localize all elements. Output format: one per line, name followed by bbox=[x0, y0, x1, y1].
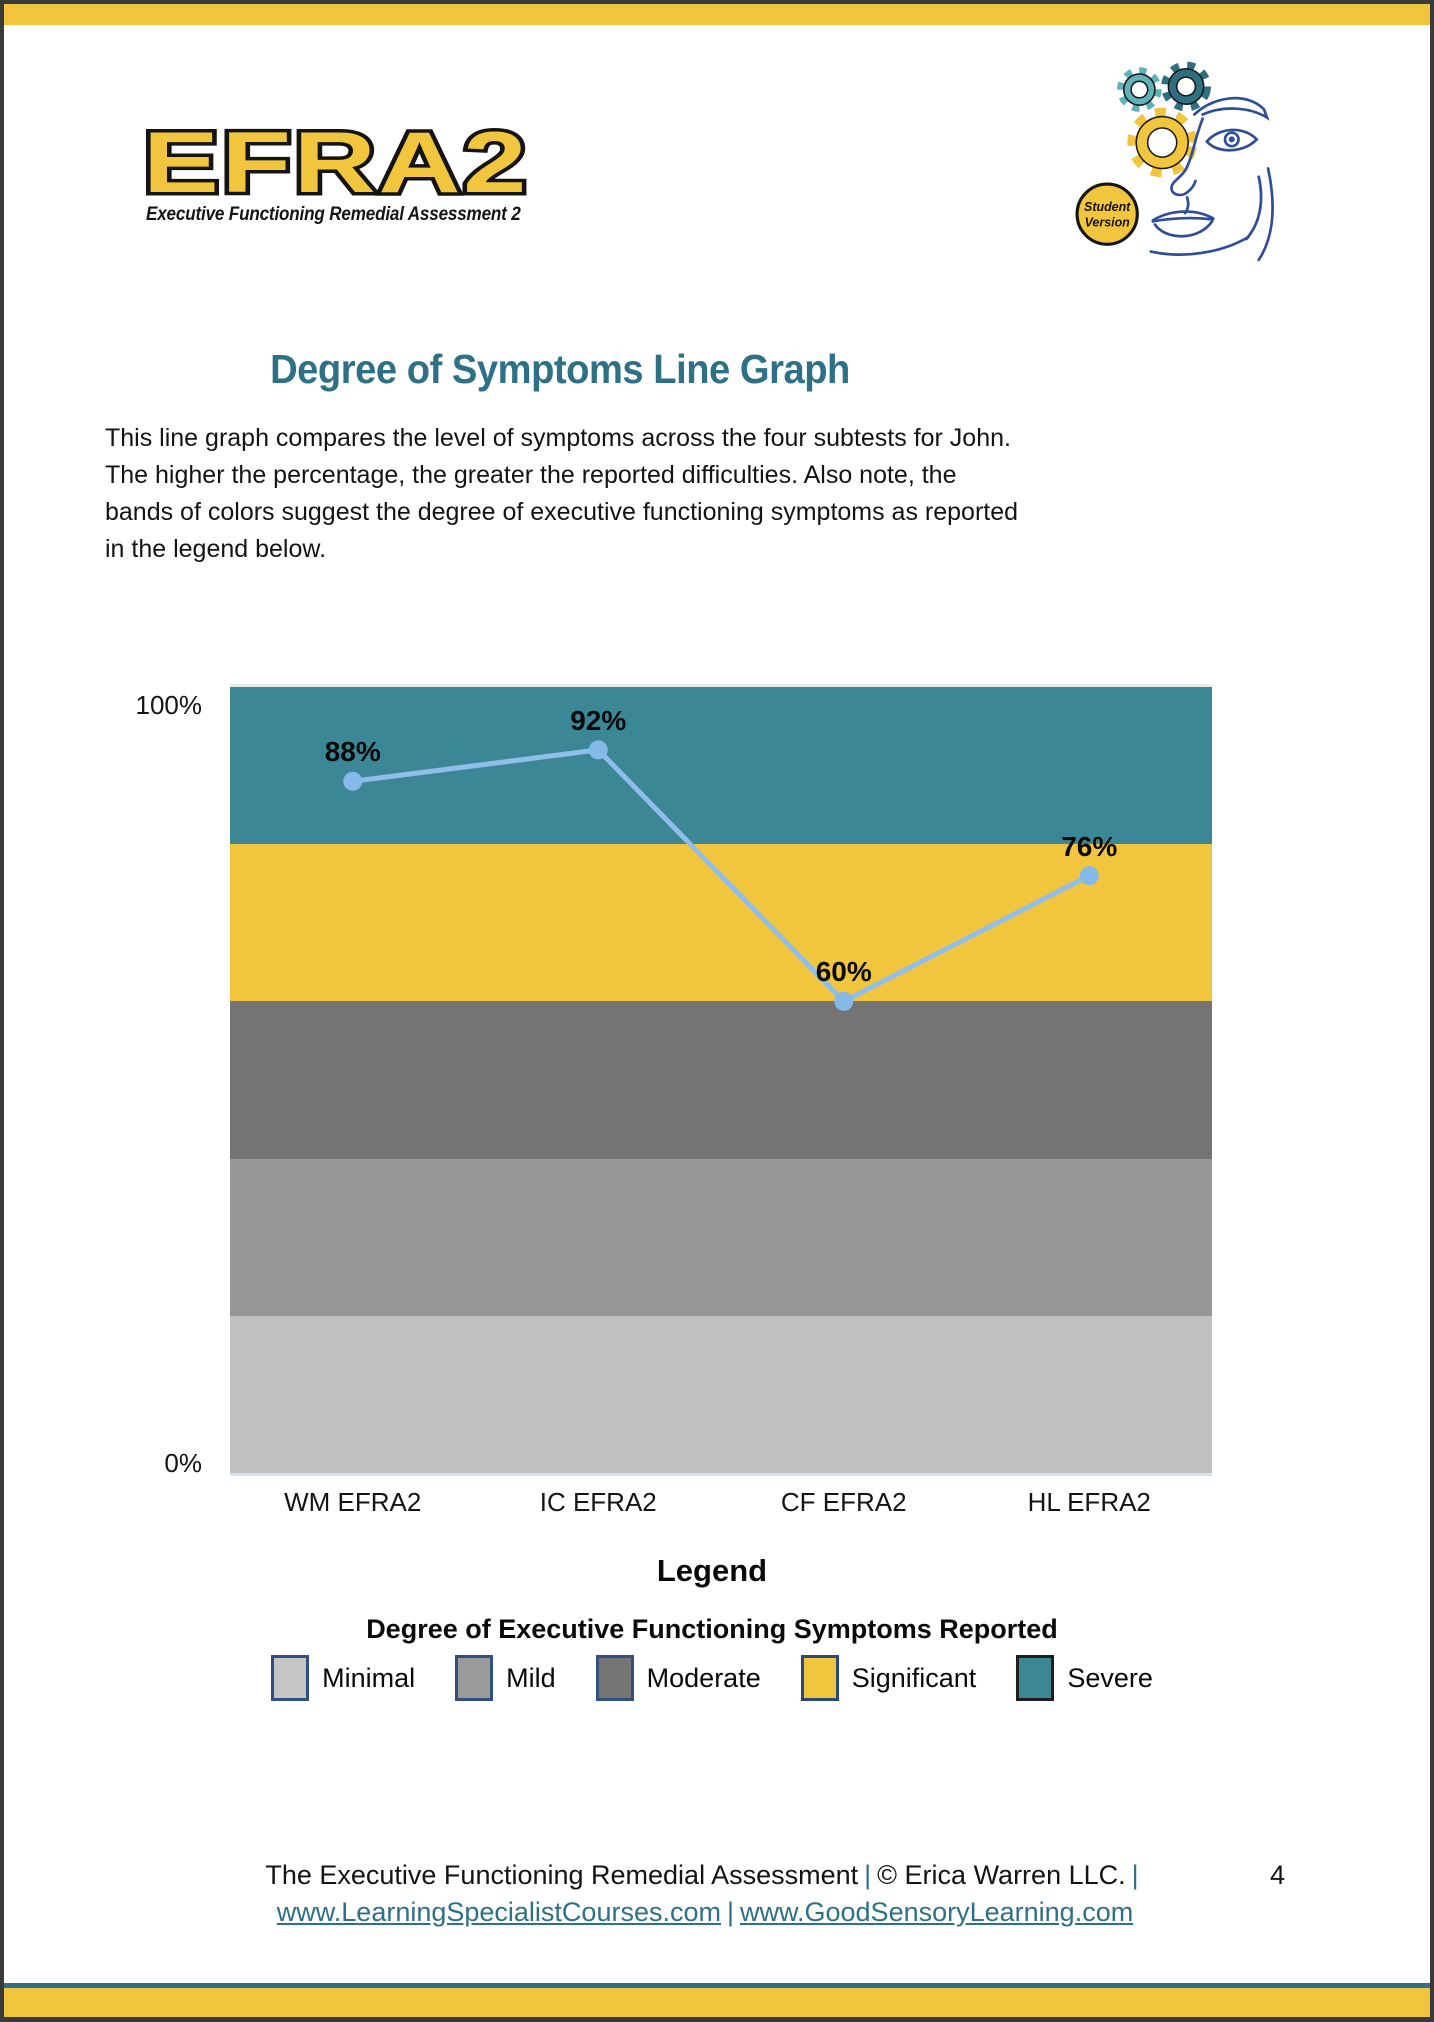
link-learning-specialist-courses[interactable]: www.LearningSpecialistCourses.com bbox=[276, 1897, 721, 1927]
footer-line1: The Executive Functioning Remedial Asses… bbox=[130, 1860, 1280, 1891]
page-title: Degree of Symptoms Line Graph bbox=[270, 346, 850, 392]
data-point-marker bbox=[343, 771, 363, 791]
page-number: 4 bbox=[1270, 1860, 1286, 1890]
legend-label-severe: Severe bbox=[1067, 1662, 1153, 1693]
band-moderate bbox=[230, 1001, 1212, 1159]
badge-line1: Student bbox=[1084, 200, 1131, 214]
intro-paragraph: This line graph compares the level of sy… bbox=[105, 424, 1019, 563]
data-label-cf: 60% bbox=[815, 956, 872, 988]
point-labels: 88% 92% 60% 76% bbox=[230, 687, 1212, 1473]
bottom-yellow-band bbox=[4, 1988, 1430, 2017]
data-point-marker bbox=[834, 991, 854, 1011]
gridline-0 bbox=[230, 1473, 1212, 1476]
gear-icon-yellow bbox=[1127, 107, 1197, 178]
gridline-100 bbox=[230, 684, 1212, 687]
legend-item-minimal: Minimal bbox=[271, 1655, 415, 1701]
legend-label-minimal: Minimal bbox=[322, 1662, 416, 1693]
legend-item-mild: Mild bbox=[455, 1655, 556, 1701]
frame-edge-left bbox=[0, 0, 4, 2022]
frame-edge-top bbox=[0, 0, 1434, 4]
legend-swatch-severe bbox=[1016, 1655, 1055, 1701]
legend-item-severe: Severe bbox=[1016, 1655, 1153, 1701]
data-label-ic: 92% bbox=[570, 704, 627, 736]
x-tick-wm: WM EFRA2 bbox=[284, 1487, 422, 1517]
frame-edge-right bbox=[1430, 0, 1434, 2022]
link-good-sensory-learning[interactable]: www.GoodSensoryLearning.com bbox=[740, 1897, 1134, 1927]
legend-subtitle: Degree of Executive Functioning Symptoms… bbox=[366, 1614, 1058, 1644]
data-point-marker bbox=[588, 740, 608, 760]
legend-title: Legend bbox=[656, 1553, 768, 1588]
data-label-wm: 88% bbox=[324, 736, 381, 768]
line-series bbox=[343, 740, 1099, 1011]
x-tick-hl: HL EFRA2 bbox=[1027, 1487, 1151, 1517]
footer-links: www.LearningSpecialistCourses.com | www.Go… bbox=[130, 1897, 1280, 1928]
legend-swatch-significant bbox=[800, 1655, 839, 1701]
efra2-logo-text: EFRA2 bbox=[143, 115, 529, 208]
legend-label-moderate: Moderate bbox=[646, 1662, 761, 1693]
band-mild bbox=[230, 1158, 1212, 1316]
efra2-logo: EFRA2 bbox=[140, 112, 531, 208]
band-severe bbox=[230, 687, 1212, 845]
band-significant bbox=[230, 844, 1212, 1002]
footer-separator: | bbox=[1131, 1860, 1139, 1890]
data-label-hl: 76% bbox=[1061, 830, 1118, 862]
face-line-art bbox=[1149, 96, 1274, 262]
plot-area: 88% 92% 60% 76% bbox=[230, 687, 1212, 1473]
legend-item-significant: Significant bbox=[800, 1655, 977, 1701]
efra2-logo-subtitle: Executive Functioning Remedial Assessmen… bbox=[146, 204, 521, 225]
data-point-marker bbox=[1079, 866, 1099, 886]
x-tick-cf: CF EFRA2 bbox=[780, 1487, 907, 1517]
legend-label-significant: Significant bbox=[851, 1662, 977, 1693]
footer-title: The Executive Functioning Remedial Asses… bbox=[265, 1860, 859, 1890]
y-axis-label-100: 100% bbox=[135, 690, 203, 720]
gear-icon-light-teal bbox=[1117, 67, 1162, 112]
legend-item-moderate: Moderate bbox=[595, 1655, 761, 1701]
bottom-teal-rule bbox=[4, 1983, 1430, 1988]
badge-line2: Version bbox=[1085, 216, 1131, 230]
brain-gears-logo: Student Version bbox=[1075, 61, 1274, 262]
legend-label-mild: Mild bbox=[506, 1662, 556, 1693]
x-tick-ic: IC EFRA2 bbox=[539, 1487, 657, 1517]
top-yellow-band bbox=[4, 4, 1430, 25]
legend-swatch-mild bbox=[455, 1655, 494, 1701]
footer-copyright: © Erica Warren LLC. bbox=[877, 1860, 1126, 1890]
footer-separator: | bbox=[864, 1860, 872, 1890]
legend-swatch-minimal bbox=[271, 1655, 310, 1701]
y-axis-label-0: 0% bbox=[164, 1448, 202, 1478]
frame-edge-bottom bbox=[0, 2017, 1434, 2022]
legend-swatch-moderate bbox=[595, 1655, 634, 1701]
gear-icon-dark-teal bbox=[1161, 61, 1211, 112]
legend-items: Minimal Mild Moderate Significant Severe bbox=[105, 1655, 1319, 1701]
student-version-badge: Student Version bbox=[1075, 182, 1139, 246]
footer-links-separator: | bbox=[726, 1897, 734, 1927]
band-minimal bbox=[230, 1315, 1212, 1473]
x-axis-labels: WM EFRA2 IC EFRA2 CF EFRA2 HL EFRA2 bbox=[230, 1487, 1212, 1518]
plot-bands bbox=[230, 687, 1212, 1473]
